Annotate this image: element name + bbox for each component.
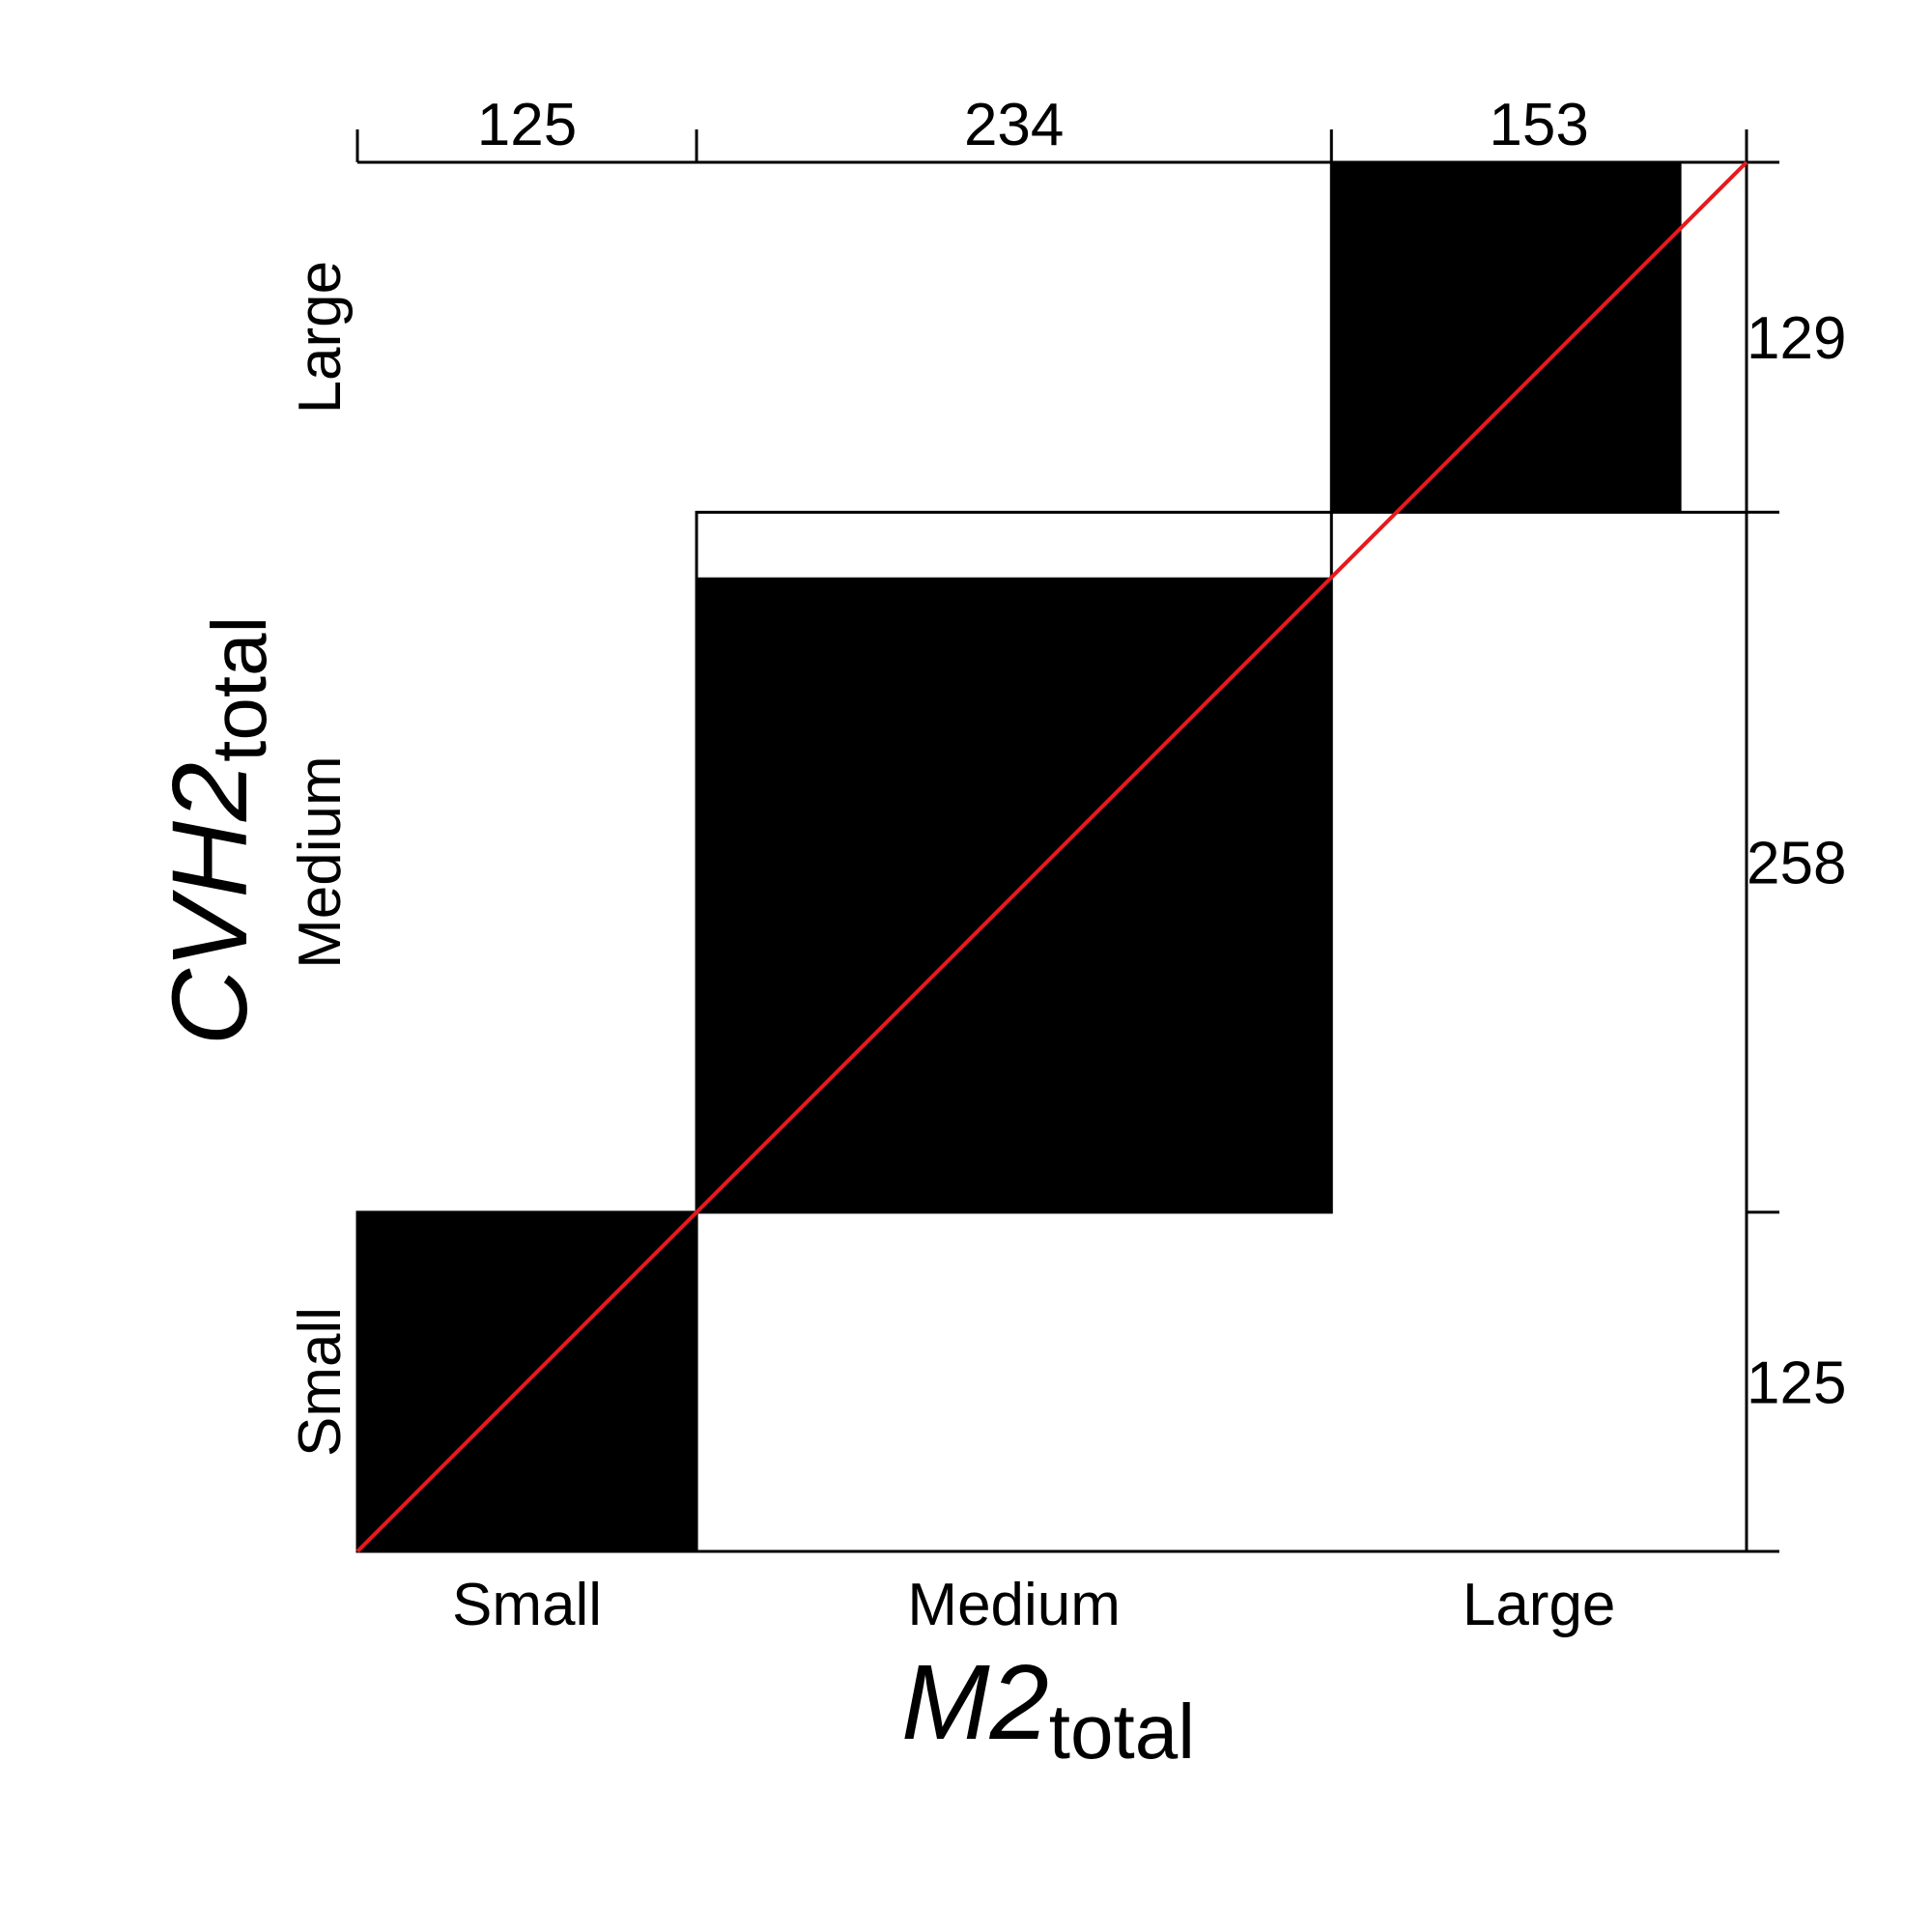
x-marginal-label-large: 153 bbox=[1489, 92, 1588, 158]
y-category-label-medium: Medium bbox=[287, 755, 354, 969]
y-category-labels: Small Medium Large bbox=[287, 261, 354, 1457]
y-marginal-label-small: 125 bbox=[1747, 1350, 1846, 1416]
y-marginal-label-large: 129 bbox=[1747, 305, 1846, 372]
agreement-blocks bbox=[357, 162, 1682, 1551]
reference-diagonal-line bbox=[355, 160, 1748, 1553]
x-marginal-labels: 125 234 153 bbox=[477, 92, 1589, 158]
x-marginal-label-small: 125 bbox=[477, 92, 577, 158]
y-category-label-large: Large bbox=[287, 261, 354, 414]
agreement-block-large bbox=[1331, 162, 1682, 513]
x-marginal-label-medium: 234 bbox=[964, 92, 1064, 158]
y-category-label-small: Small bbox=[287, 1307, 354, 1457]
x-category-label-medium: Medium bbox=[907, 1572, 1121, 1638]
x-category-label-small: Small bbox=[452, 1572, 602, 1638]
cell-frame-medium bbox=[695, 510, 1333, 1214]
x-category-label-large: Large bbox=[1463, 1572, 1616, 1638]
axis-ticks bbox=[355, 129, 1779, 1553]
y-marginal-labels: 125 258 129 bbox=[1747, 305, 1846, 1416]
x-axis-title: M2total bbox=[901, 1643, 1195, 1775]
x-category-labels: Small Medium Large bbox=[452, 1572, 1615, 1638]
y-axis-title: CVH2total bbox=[151, 616, 282, 1046]
y-marginal-label-medium: 258 bbox=[1747, 831, 1846, 897]
